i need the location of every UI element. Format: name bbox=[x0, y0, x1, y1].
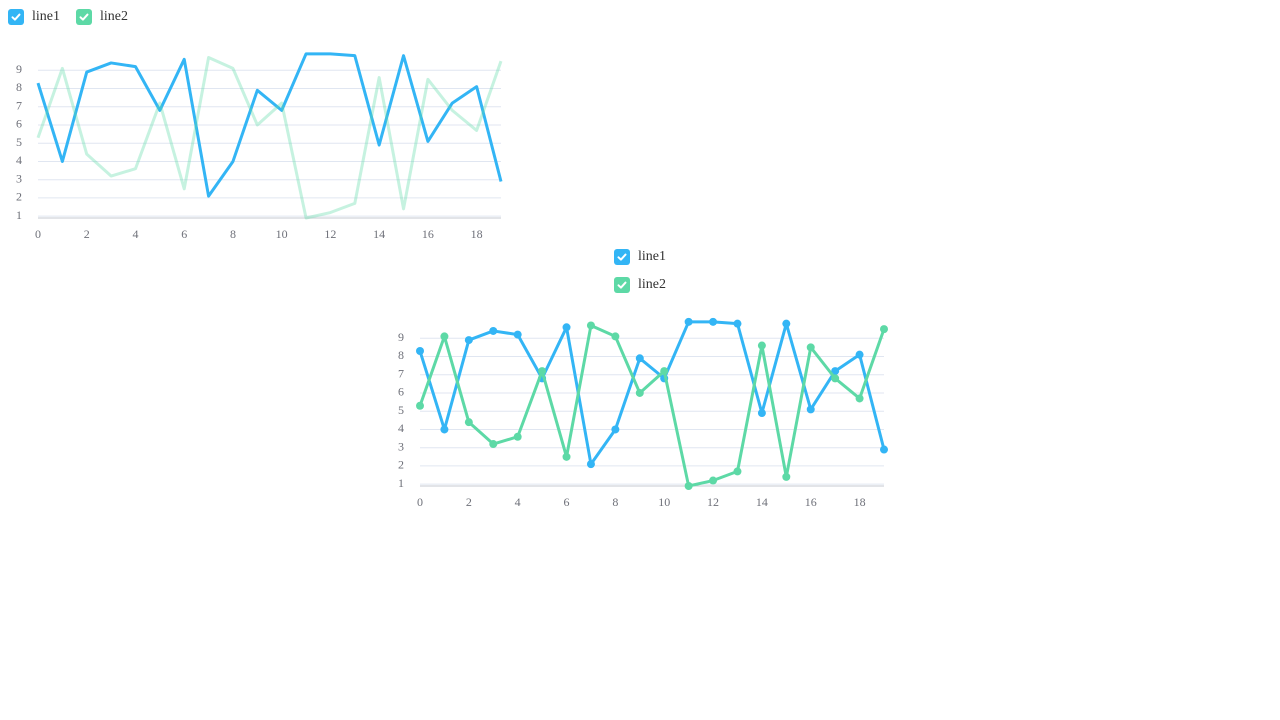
y-tick-label: 8 bbox=[16, 80, 22, 94]
y-tick-label: 1 bbox=[16, 208, 22, 222]
check-icon bbox=[79, 13, 89, 21]
y-tick-label: 5 bbox=[16, 135, 22, 149]
y-tick-label: 7 bbox=[16, 98, 22, 112]
data-point bbox=[586, 321, 595, 330]
series-line bbox=[418, 323, 886, 488]
y-tick-label: 9 bbox=[398, 330, 404, 344]
legend-checkbox[interactable] bbox=[76, 9, 92, 25]
data-point bbox=[489, 326, 498, 335]
data-point bbox=[611, 332, 620, 341]
y-tick-label: 4 bbox=[398, 421, 404, 435]
x-tick-label: 14 bbox=[756, 495, 768, 509]
x-tick-label: 4 bbox=[515, 495, 521, 509]
data-point bbox=[635, 354, 644, 363]
series-line bbox=[36, 55, 503, 220]
legend-item[interactable]: line2 bbox=[614, 276, 666, 294]
data-point bbox=[489, 440, 498, 449]
y-tick-label: 3 bbox=[16, 171, 22, 185]
data-point bbox=[635, 388, 644, 397]
check-icon bbox=[617, 253, 627, 261]
y-tick-label: 9 bbox=[16, 62, 22, 76]
legend-checkbox[interactable] bbox=[614, 249, 630, 265]
check-icon bbox=[617, 281, 627, 289]
y-tick-label: 3 bbox=[398, 439, 404, 453]
data-point bbox=[440, 425, 449, 434]
data-point bbox=[464, 336, 473, 345]
data-point bbox=[416, 347, 424, 356]
x-tick-label: 12 bbox=[707, 495, 719, 509]
y-tick-label: 7 bbox=[398, 366, 404, 380]
legend-label: line2 bbox=[100, 9, 128, 24]
legend-item[interactable]: line2 bbox=[76, 8, 128, 26]
y-tick-label: 2 bbox=[16, 190, 22, 204]
data-point bbox=[831, 367, 840, 376]
series-line bbox=[418, 320, 886, 466]
data-point bbox=[806, 343, 815, 352]
y-tick-label: 8 bbox=[398, 348, 404, 362]
legend-checkbox[interactable] bbox=[614, 277, 630, 293]
data-point bbox=[709, 317, 718, 326]
data-point bbox=[440, 332, 449, 341]
x-tick-label: 0 bbox=[35, 227, 41, 241]
x-tick-label: 2 bbox=[466, 495, 472, 509]
data-point bbox=[806, 405, 815, 414]
series-line bbox=[36, 52, 503, 198]
data-point bbox=[757, 341, 766, 350]
data-point bbox=[586, 460, 595, 469]
x-tick-label: 10 bbox=[658, 495, 670, 509]
data-point bbox=[782, 319, 791, 328]
data-point bbox=[733, 467, 742, 476]
x-tick-label: 10 bbox=[276, 227, 288, 241]
legend-label: line1 bbox=[638, 249, 666, 264]
y-tick-label: 2 bbox=[398, 458, 404, 472]
legend-label: line1 bbox=[32, 9, 60, 24]
legend-item[interactable]: line1 bbox=[8, 8, 60, 26]
y-tick-label: 6 bbox=[398, 385, 404, 399]
data-point bbox=[733, 319, 742, 328]
legend-label: line2 bbox=[638, 277, 666, 292]
x-tick-label: 4 bbox=[132, 227, 138, 241]
x-tick-label: 6 bbox=[564, 495, 570, 509]
x-tick-label: 14 bbox=[373, 227, 385, 241]
legend-item[interactable]: line1 bbox=[614, 248, 666, 266]
x-tick-label: 16 bbox=[805, 495, 817, 509]
data-point bbox=[611, 425, 620, 434]
data-point bbox=[513, 432, 522, 441]
data-point bbox=[757, 409, 766, 418]
x-tick-label: 18 bbox=[471, 227, 483, 241]
data-point bbox=[831, 374, 840, 383]
data-point bbox=[562, 452, 571, 461]
data-point bbox=[880, 445, 888, 454]
x-tick-label: 12 bbox=[324, 227, 336, 241]
data-point bbox=[709, 476, 718, 485]
data-point bbox=[513, 330, 522, 339]
data-point bbox=[562, 323, 571, 332]
y-tick-label: 1 bbox=[398, 476, 404, 490]
x-tick-label: 8 bbox=[612, 495, 618, 509]
data-point bbox=[855, 394, 864, 403]
data-point bbox=[684, 482, 693, 490]
data-point bbox=[684, 317, 693, 326]
x-tick-label: 8 bbox=[230, 227, 236, 241]
x-tick-label: 16 bbox=[422, 227, 434, 241]
data-point bbox=[538, 367, 547, 376]
data-point bbox=[464, 418, 473, 427]
y-tick-label: 5 bbox=[398, 403, 404, 417]
data-point bbox=[855, 350, 864, 359]
x-tick-label: 6 bbox=[181, 227, 187, 241]
legend-checkbox[interactable] bbox=[8, 9, 24, 25]
x-tick-label: 2 bbox=[84, 227, 90, 241]
check-icon bbox=[11, 13, 21, 21]
data-point bbox=[880, 325, 888, 334]
y-tick-label: 6 bbox=[16, 117, 22, 131]
data-point bbox=[416, 401, 424, 410]
data-point bbox=[660, 367, 669, 376]
data-point bbox=[782, 472, 791, 481]
x-tick-label: 18 bbox=[854, 495, 866, 509]
x-tick-label: 0 bbox=[417, 495, 423, 509]
y-tick-label: 4 bbox=[16, 153, 22, 167]
